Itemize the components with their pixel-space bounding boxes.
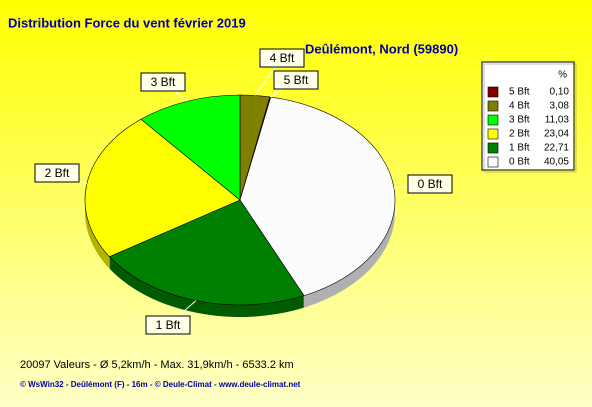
legend-label: 5 Bft — [509, 87, 530, 98]
slice — [239, 96, 396, 296]
label-box — [140, 72, 186, 92]
legend-value: 11,03 — [545, 115, 570, 126]
slice-label: 4 Bft — [270, 51, 295, 65]
slice-label: 3 Bft — [151, 75, 176, 89]
legend-value: 22,71 — [544, 143, 569, 154]
slice-label: 5 Bft — [284, 73, 309, 87]
label-box — [273, 70, 319, 90]
legend-label: 2 Bft — [509, 129, 530, 140]
legend-swatch — [487, 142, 499, 154]
legend-value: 23,04 — [544, 129, 569, 140]
legend-swatch — [487, 128, 499, 140]
legend-value: 0,10 — [550, 87, 570, 98]
legend-swatch — [487, 114, 499, 126]
legend-shadow — [483, 63, 577, 173]
slice — [140, 94, 241, 201]
credit: © WsWin32 - Deûlémont (F) - 16m - © Deul… — [20, 380, 301, 389]
legend-swatch — [487, 100, 499, 112]
legend-label: 0 Bft — [509, 157, 530, 168]
label-box — [34, 163, 80, 183]
legend-label: 4 Bft — [509, 101, 530, 112]
slice — [84, 118, 241, 257]
chart-subtitle: Deûlémont, Nord (59890) — [305, 41, 458, 56]
legend-value: 40,05 — [544, 157, 569, 168]
slice-label: 0 Bft — [418, 177, 443, 191]
label-box — [407, 174, 453, 194]
legend-swatch — [487, 156, 499, 168]
legend-header: % — [558, 70, 567, 81]
legend-label: 1 Bft — [509, 143, 530, 154]
slice-label: 2 Bft — [45, 166, 70, 180]
slice — [108, 199, 305, 306]
footer: 20097 Valeurs - Ø 5,2km/h - Max. 31,9km/… — [20, 359, 294, 371]
label-box — [145, 315, 191, 335]
chart-title: Distribution Force du vent février 2019 — [8, 15, 246, 30]
legend-label: 3 Bft — [509, 115, 530, 126]
legend-swatch — [487, 86, 499, 98]
slice-label: 1 Bft — [156, 318, 181, 332]
label-box — [259, 48, 305, 68]
legend-value: 3,08 — [550, 101, 570, 112]
